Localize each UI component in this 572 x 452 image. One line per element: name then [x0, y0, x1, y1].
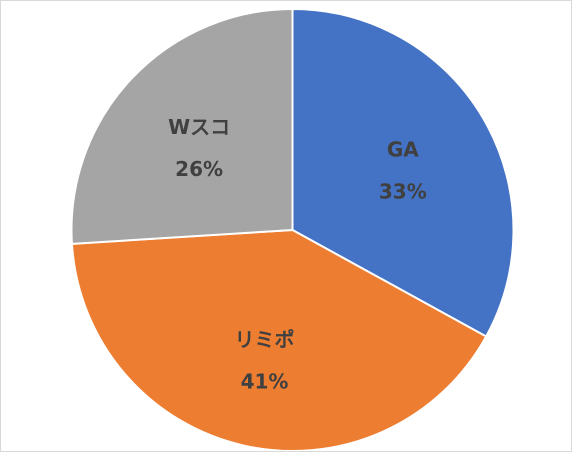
slice-percent-label-0: 33%: [379, 179, 427, 203]
slice-category-label-1: リミポ: [235, 328, 295, 352]
pie-slice-2: [70, 8, 294, 245]
slice-percent-label-1: 41%: [241, 370, 289, 394]
pie-labels: GA 33% リミポ 41% Wスコ 26%: [168, 115, 427, 394]
pie-slices: [70, 8, 515, 451]
pie-slice-0: [291, 8, 515, 338]
pie-slice-1: [70, 229, 488, 451]
slice-category-label-0: GA: [387, 137, 419, 161]
slice-category-label-2: Wスコ: [168, 115, 230, 139]
slice-percent-label-2: 26%: [175, 157, 223, 181]
